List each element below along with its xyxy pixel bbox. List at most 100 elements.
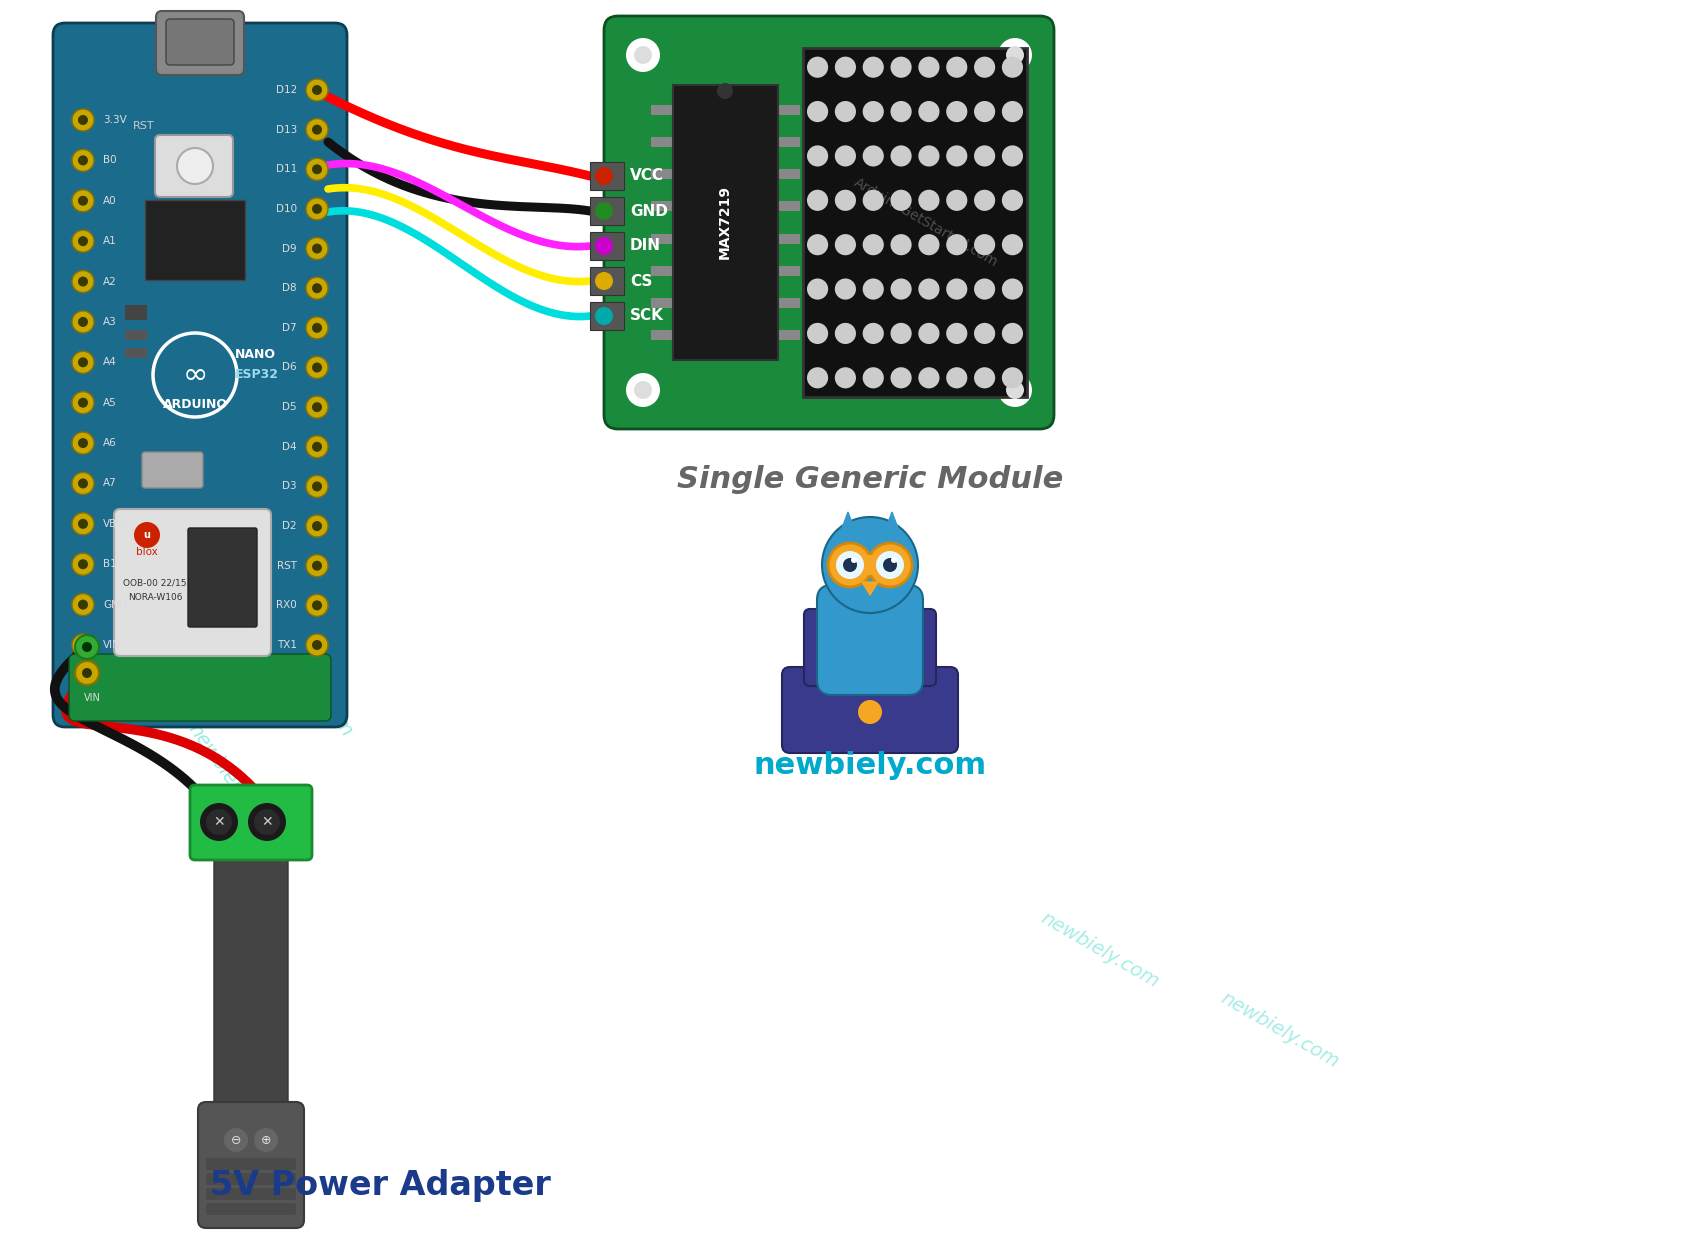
Text: newbiely.com: newbiely.com bbox=[264, 620, 357, 740]
Circle shape bbox=[78, 438, 88, 448]
FancyBboxPatch shape bbox=[189, 785, 313, 860]
Bar bbox=[803, 48, 1026, 398]
Bar bbox=[590, 162, 624, 190]
Bar bbox=[778, 137, 800, 147]
Circle shape bbox=[313, 600, 321, 610]
Text: A6: A6 bbox=[103, 438, 117, 448]
Text: VBUS: VBUS bbox=[103, 518, 132, 528]
Circle shape bbox=[81, 642, 91, 652]
Circle shape bbox=[1006, 381, 1025, 399]
Circle shape bbox=[73, 351, 95, 374]
Text: VCC: VCC bbox=[631, 169, 665, 184]
Circle shape bbox=[891, 557, 896, 564]
Circle shape bbox=[891, 278, 911, 299]
Circle shape bbox=[974, 367, 996, 389]
FancyBboxPatch shape bbox=[206, 1172, 296, 1185]
Circle shape bbox=[78, 317, 88, 327]
Circle shape bbox=[835, 367, 856, 389]
Circle shape bbox=[1001, 278, 1023, 299]
Circle shape bbox=[313, 283, 321, 293]
Circle shape bbox=[313, 482, 321, 492]
Text: D5: D5 bbox=[282, 403, 298, 413]
Circle shape bbox=[78, 478, 88, 488]
Circle shape bbox=[829, 543, 873, 587]
Circle shape bbox=[947, 57, 967, 78]
Text: SCK: SCK bbox=[631, 308, 665, 323]
Circle shape bbox=[807, 57, 829, 78]
Bar bbox=[125, 330, 147, 340]
Circle shape bbox=[1001, 234, 1023, 255]
Text: TX1: TX1 bbox=[277, 640, 298, 650]
Circle shape bbox=[918, 190, 940, 211]
Text: 3.3V: 3.3V bbox=[103, 114, 127, 125]
Text: A7: A7 bbox=[103, 478, 117, 488]
Text: OOB-00 22/15: OOB-00 22/15 bbox=[123, 579, 186, 587]
Circle shape bbox=[306, 476, 328, 497]
Text: NANO: NANO bbox=[235, 348, 276, 361]
Bar bbox=[778, 201, 800, 211]
Text: ESP32: ESP32 bbox=[235, 369, 279, 381]
Polygon shape bbox=[832, 512, 862, 555]
FancyBboxPatch shape bbox=[215, 850, 287, 1135]
Circle shape bbox=[891, 146, 911, 166]
Circle shape bbox=[835, 234, 856, 255]
Circle shape bbox=[313, 521, 321, 531]
Circle shape bbox=[807, 234, 829, 255]
Circle shape bbox=[306, 159, 328, 180]
Circle shape bbox=[249, 803, 286, 842]
Bar bbox=[590, 302, 624, 330]
Circle shape bbox=[918, 57, 940, 78]
Circle shape bbox=[73, 270, 95, 293]
Circle shape bbox=[306, 634, 328, 655]
Circle shape bbox=[178, 148, 213, 184]
Circle shape bbox=[74, 660, 100, 686]
FancyBboxPatch shape bbox=[113, 509, 271, 655]
Circle shape bbox=[998, 38, 1032, 72]
Bar bbox=[651, 234, 673, 244]
Text: B1: B1 bbox=[103, 560, 117, 569]
Circle shape bbox=[918, 278, 940, 299]
Text: D13: D13 bbox=[276, 125, 298, 135]
Circle shape bbox=[918, 146, 940, 166]
Circle shape bbox=[313, 640, 321, 650]
Circle shape bbox=[807, 323, 829, 343]
Circle shape bbox=[835, 57, 856, 78]
Text: D2: D2 bbox=[282, 521, 298, 531]
Circle shape bbox=[891, 367, 911, 389]
Bar bbox=[778, 170, 800, 180]
Circle shape bbox=[313, 165, 321, 175]
Circle shape bbox=[862, 146, 884, 166]
Circle shape bbox=[947, 234, 967, 255]
FancyBboxPatch shape bbox=[198, 1102, 304, 1228]
Circle shape bbox=[807, 367, 829, 389]
Circle shape bbox=[78, 114, 88, 125]
Circle shape bbox=[73, 150, 95, 171]
Circle shape bbox=[306, 396, 328, 418]
Circle shape bbox=[974, 146, 996, 166]
Circle shape bbox=[918, 367, 940, 389]
Circle shape bbox=[807, 146, 829, 166]
Circle shape bbox=[807, 190, 829, 211]
Text: newbiely.com: newbiely.com bbox=[1218, 989, 1343, 1072]
Circle shape bbox=[891, 234, 911, 255]
Circle shape bbox=[74, 635, 100, 659]
FancyBboxPatch shape bbox=[206, 1159, 296, 1170]
Circle shape bbox=[626, 38, 659, 72]
Text: newbiely.com: newbiely.com bbox=[754, 751, 986, 780]
Circle shape bbox=[223, 1128, 249, 1152]
Circle shape bbox=[862, 57, 884, 78]
Circle shape bbox=[918, 234, 940, 255]
Circle shape bbox=[73, 431, 95, 454]
Bar bbox=[651, 170, 673, 180]
Circle shape bbox=[306, 198, 328, 220]
Text: A3: A3 bbox=[103, 317, 117, 327]
FancyBboxPatch shape bbox=[156, 135, 233, 198]
Bar bbox=[125, 348, 147, 359]
Circle shape bbox=[254, 809, 281, 835]
Circle shape bbox=[73, 473, 95, 494]
Circle shape bbox=[974, 278, 996, 299]
Circle shape bbox=[974, 234, 996, 255]
Circle shape bbox=[306, 594, 328, 616]
Circle shape bbox=[313, 204, 321, 214]
Polygon shape bbox=[878, 512, 908, 555]
